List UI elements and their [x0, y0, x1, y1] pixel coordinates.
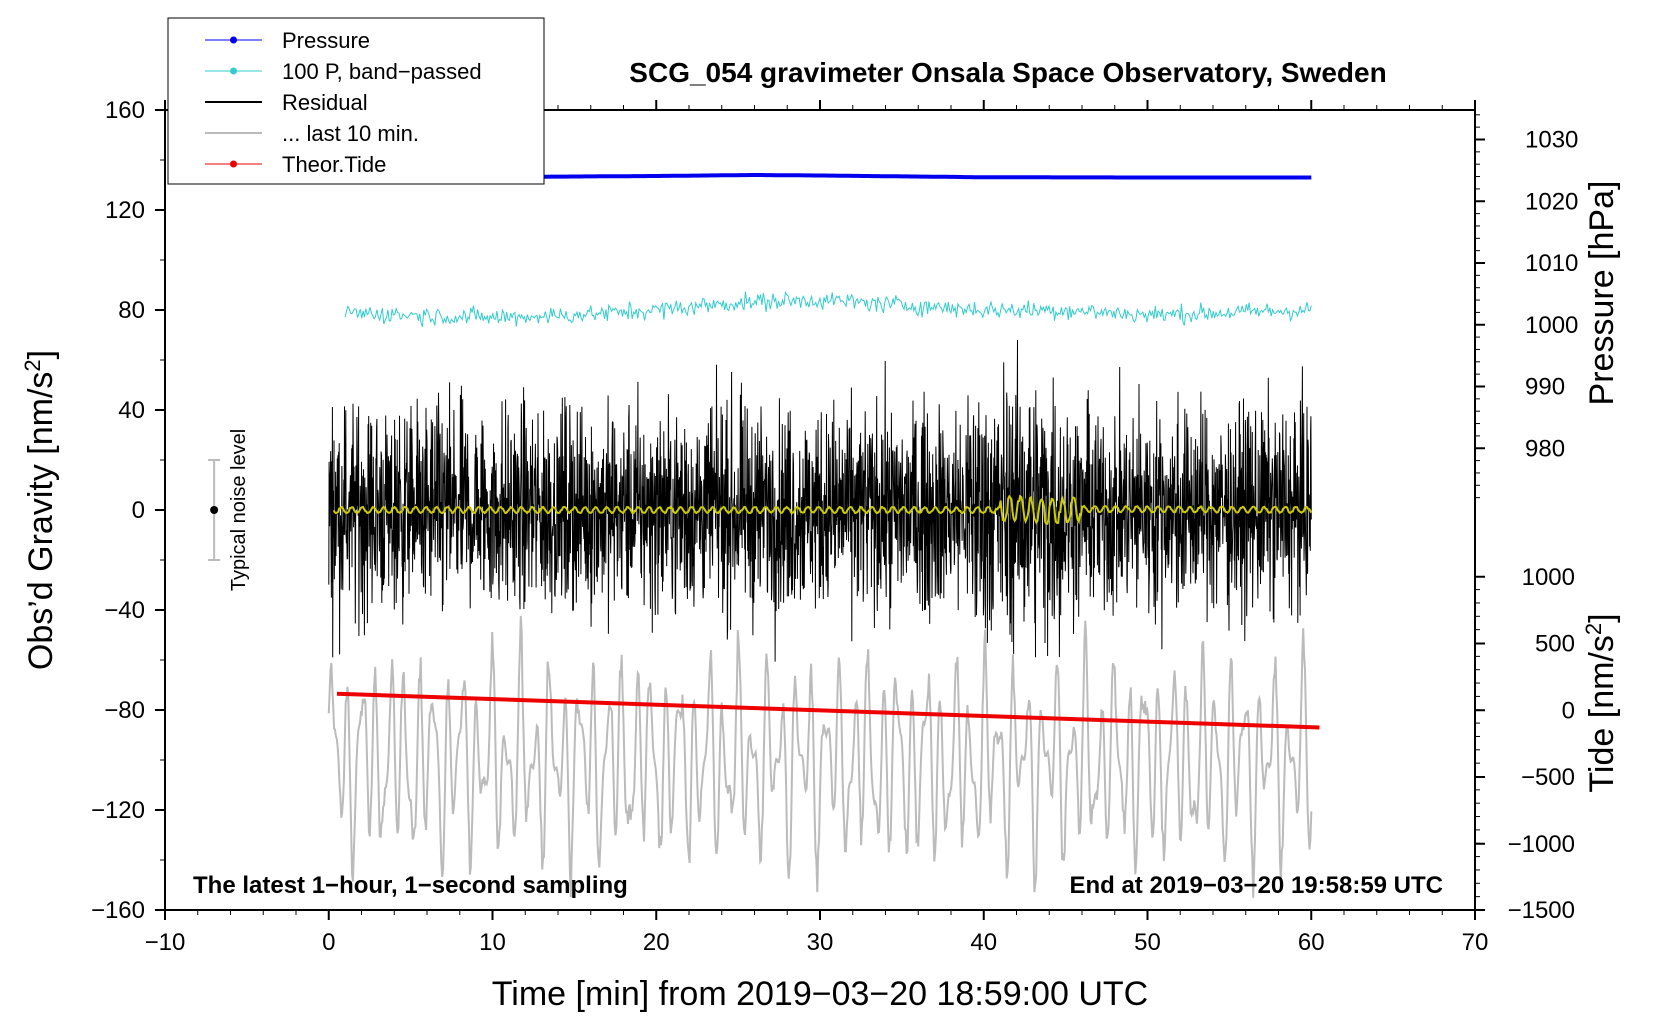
series-line-band-passed — [344, 290, 1312, 327]
footer-left: The latest 1−hour, 1−second sampling — [193, 872, 628, 899]
pressure-tick-label: 990 — [1525, 374, 1565, 401]
series-line-theor-tide — [336, 691, 1320, 730]
y-label-left-close: ] — [22, 350, 60, 359]
tide-tick-label: −1500 — [1508, 897, 1575, 924]
legend: Pressure 100 P, band−passed Residual ... la… — [167, 17, 545, 185]
y-label-tide-power: 2 — [1581, 623, 1606, 635]
x-axis-label: Time [min] from 2019−03−20 18:59:00 UTC — [492, 975, 1148, 1013]
x-tick-label: 30 — [807, 929, 834, 956]
y-tick-label: −120 — [91, 797, 145, 824]
series-residual-smoothed — [332, 494, 1313, 525]
tide-tick-label: −500 — [1521, 764, 1575, 791]
x-tick-label: −10 — [145, 929, 186, 956]
y-tick-label: −80 — [104, 697, 145, 724]
y-label-left-power: 2 — [20, 359, 45, 371]
y-axis-label-tide: Tide [nm/s2] — [1581, 613, 1621, 792]
legend-label: Theor.Tide — [282, 152, 386, 177]
y-tick-label: −40 — [104, 597, 145, 624]
y-label-tide-close: ] — [1583, 613, 1621, 622]
footer-right: End at 2019−03−20 19:58:59 UTC — [1069, 872, 1443, 899]
legend-marker — [230, 160, 237, 168]
y-tick-label: 40 — [118, 397, 145, 424]
y-tick-label: −160 — [91, 897, 145, 924]
pressure-tick-label: 1010 — [1525, 250, 1578, 277]
y-label-left-text: Obs’d Gravity [nm/s — [22, 372, 60, 671]
series-last-10-min — [327, 615, 1313, 898]
series-theor-tide — [336, 691, 1320, 730]
x-tick-label: 50 — [1134, 929, 1161, 956]
noise-indicator — [208, 459, 221, 561]
legend-marker — [230, 67, 237, 75]
y-axis-tide: 1000 500 0 −500 −1000 −1500 — [1475, 564, 1575, 924]
chart-title: SCG_054 gravimeter Onsala Space Observat… — [629, 57, 1386, 88]
x-tick-label: 20 — [643, 929, 670, 956]
tide-tick-label: 1000 — [1522, 564, 1575, 591]
y-axis-left: 160 120 80 40 0 −40 −80 −120 −160 — [91, 97, 165, 924]
x-tick-label: 70 — [1462, 929, 1489, 956]
noise-dot — [210, 506, 219, 514]
series-band-passed — [344, 290, 1312, 327]
y-axis-label-left: Obs’d Gravity [nm/s2] — [20, 350, 60, 670]
y-axis-pressure: 1030 1020 1010 1000 990 980 — [1475, 114, 1578, 499]
pressure-tick-label: 1030 — [1525, 127, 1578, 154]
legend-label: Pressure — [282, 28, 370, 53]
series-line-last-10-min — [327, 615, 1313, 898]
x-tick-label: 10 — [479, 929, 506, 956]
legend-label: 100 P, band−passed — [282, 59, 482, 84]
x-axis: −10 0 10 20 30 40 50 60 70 — [145, 100, 1489, 956]
x-tick-label: 0 — [322, 929, 335, 956]
tide-tick-label: −1000 — [1508, 831, 1575, 858]
y-tick-label: 160 — [105, 97, 145, 124]
y-tick-label: 80 — [118, 297, 145, 324]
x-tick-label: 40 — [970, 929, 997, 956]
legend-marker — [230, 36, 237, 44]
pressure-tick-label: 1020 — [1525, 188, 1578, 215]
legend-label: Residual — [282, 90, 368, 115]
series-line-residual-smoothed — [332, 494, 1313, 525]
pressure-tick-label: 1000 — [1525, 312, 1578, 339]
tide-tick-label: 0 — [1562, 697, 1575, 724]
y-label-tide-text: Tide [nm/s — [1583, 635, 1621, 792]
legend-label: ... last 10 min. — [282, 121, 419, 146]
x-tick-label: 60 — [1298, 929, 1325, 956]
tide-tick-label: 500 — [1535, 631, 1575, 658]
series-line-residual — [328, 339, 1312, 662]
y-tick-label: 0 — [132, 497, 145, 524]
pressure-tick-label: 980 — [1525, 435, 1565, 462]
y-axis-label-pressure: Pressure [hPa] — [1583, 181, 1621, 406]
noise-label: Typical noise level — [228, 429, 250, 591]
y-tick-label: 120 — [105, 197, 145, 224]
series-residual — [328, 339, 1312, 662]
